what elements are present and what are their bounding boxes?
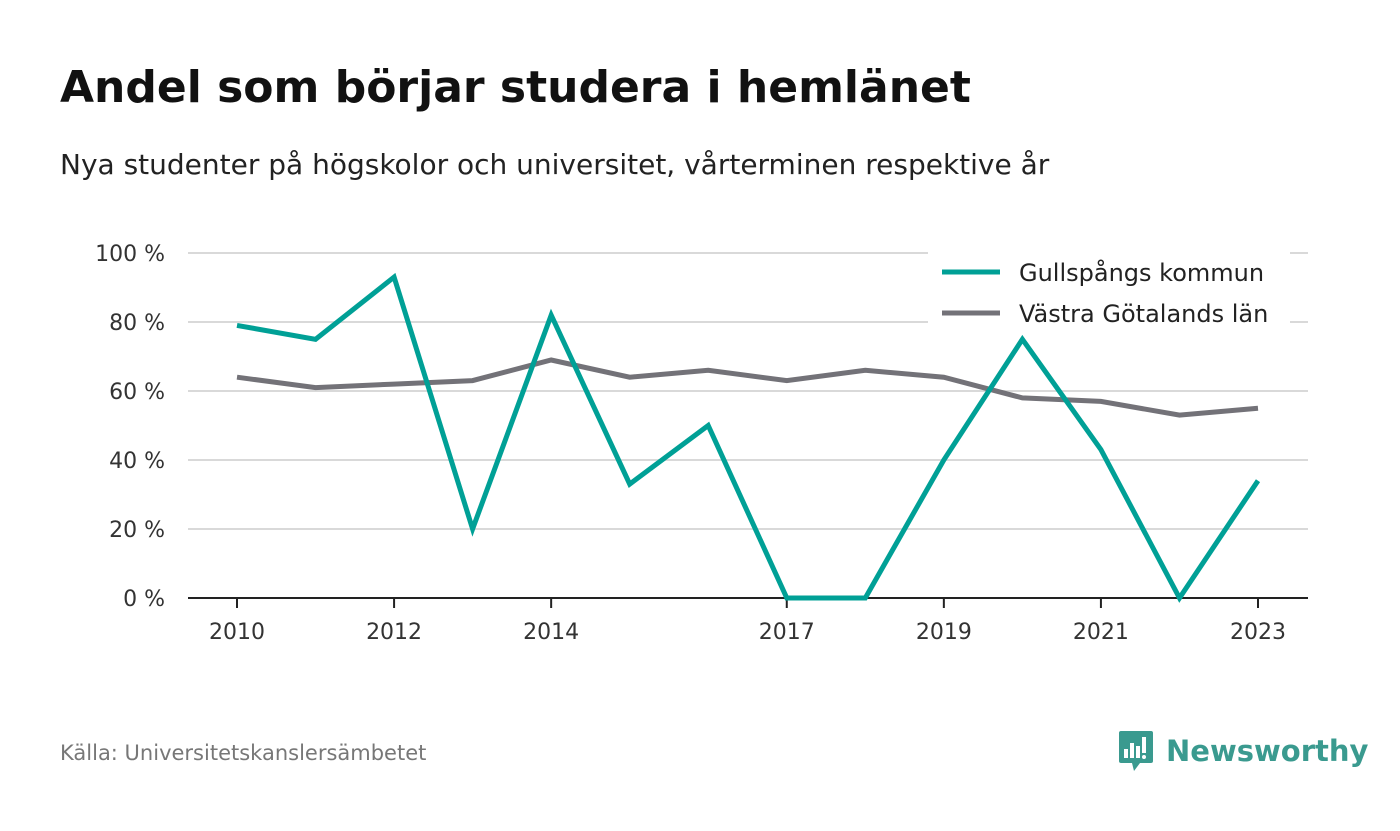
x-axis: 2010 2012 2014 2017 2019 2021 2023 xyxy=(188,597,1308,645)
legend-background xyxy=(928,246,1290,334)
y-tick-label: 60 % xyxy=(109,380,165,405)
y-tick-label: 40 % xyxy=(109,449,165,474)
series-line-2 xyxy=(236,357,1259,418)
x-tick-label: 2017 xyxy=(759,620,815,645)
legend-label-2: Västra Götalands län xyxy=(1019,300,1268,328)
chart-subtitle: Nya studenter på högskolor och universit… xyxy=(60,148,1050,181)
y-tick-label: 100 % xyxy=(95,242,165,267)
y-tick-label: 0 % xyxy=(123,587,165,612)
newsworthy-logo-icon xyxy=(1119,731,1153,771)
y-axis-labels: 0 % 20 % 40 % 60 % 80 % 100 % xyxy=(95,242,165,612)
x-tick-label: 2023 xyxy=(1230,620,1286,645)
x-tick-label: 2012 xyxy=(366,620,422,645)
y-tick-label: 80 % xyxy=(109,311,165,336)
x-tick-label: 2010 xyxy=(209,620,265,645)
y-tick-label: 20 % xyxy=(109,518,165,543)
x-tick-label: 2019 xyxy=(916,620,972,645)
series-lines xyxy=(236,272,1261,603)
x-tick-label: 2021 xyxy=(1073,620,1129,645)
source-note: Källa: Universitetskanslersämbetet xyxy=(60,741,427,765)
brand-logo: Newsworthy xyxy=(1118,729,1368,773)
x-tick-label: 2014 xyxy=(523,620,579,645)
line-chart: 0 %20 %40 %60 %80 %100 % 2010 2012 2014 201… xyxy=(95,242,1308,645)
legend-label-1: Gullspångs kommun xyxy=(1019,258,1264,287)
legend: Gullspångs kommun Västra Götalands län xyxy=(928,246,1290,334)
brand-name: Newsworthy xyxy=(1166,734,1369,768)
chart-title: Andel som börjar studera i hemlänet xyxy=(60,62,971,113)
series-line-1 xyxy=(236,272,1261,603)
